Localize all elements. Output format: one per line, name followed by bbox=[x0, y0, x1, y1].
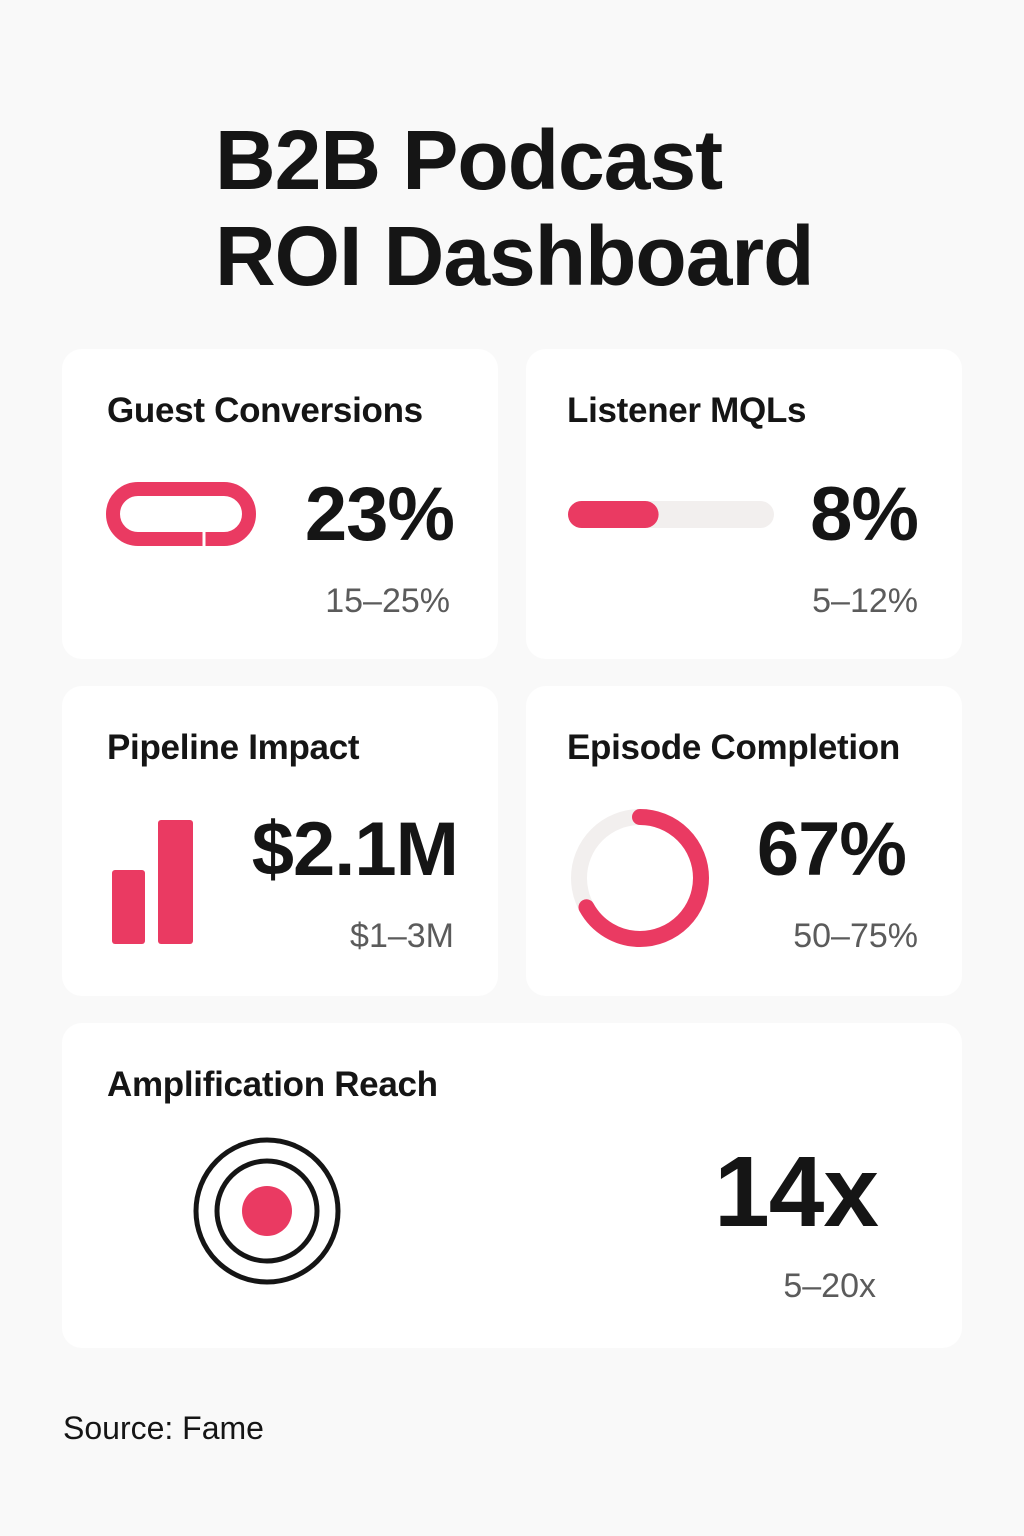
progress-fill bbox=[568, 501, 659, 528]
source-note: Source: Fame bbox=[63, 1410, 264, 1446]
card-title: Pipeline Impact bbox=[107, 728, 360, 767]
episode-completion-card: Episode Completion 67% 50–75% bbox=[526, 686, 962, 996]
card-title: Guest Conversions bbox=[107, 391, 423, 430]
metric-value: 23% bbox=[304, 472, 455, 557]
listener-mqls-card: Listener MQLs 8% 5–12% bbox=[526, 349, 962, 659]
card-title: Listener MQLs bbox=[567, 391, 807, 430]
guest-conversions-card: Guest Conversions 23% 15–25% bbox=[62, 349, 498, 659]
ring-progress bbox=[571, 809, 709, 947]
title-line-2: ROI Dashboard bbox=[215, 209, 814, 303]
progress-bar bbox=[568, 501, 774, 528]
target-icon bbox=[193, 1137, 341, 1285]
metric-value: 14x bbox=[714, 1136, 879, 1248]
metric-range: $1–3M bbox=[350, 917, 454, 955]
metric-value: 8% bbox=[810, 472, 919, 557]
page-title: B2B Podcast ROI Dashboard bbox=[215, 112, 814, 304]
metric-range: 5–20x bbox=[783, 1267, 876, 1305]
metric-range: 50–75% bbox=[793, 917, 918, 955]
bar-chart-icon bbox=[112, 820, 193, 944]
card-title: Episode Completion bbox=[567, 728, 900, 767]
metric-range: 5–12% bbox=[812, 582, 918, 620]
pipeline-impact-card: Pipeline Impact $2.1M $1–3M bbox=[62, 686, 498, 996]
ring-fill bbox=[571, 809, 709, 947]
metric-value: $2.1M bbox=[251, 807, 459, 892]
amplification-reach-card: Amplification Reach 14x 5–20x bbox=[62, 1023, 962, 1348]
pill-icon bbox=[106, 482, 256, 546]
metric-range: 15–25% bbox=[325, 582, 450, 620]
metric-value: 67% bbox=[756, 807, 907, 892]
card-title: Amplification Reach bbox=[107, 1065, 438, 1104]
title-line-1: B2B Podcast bbox=[215, 113, 723, 207]
